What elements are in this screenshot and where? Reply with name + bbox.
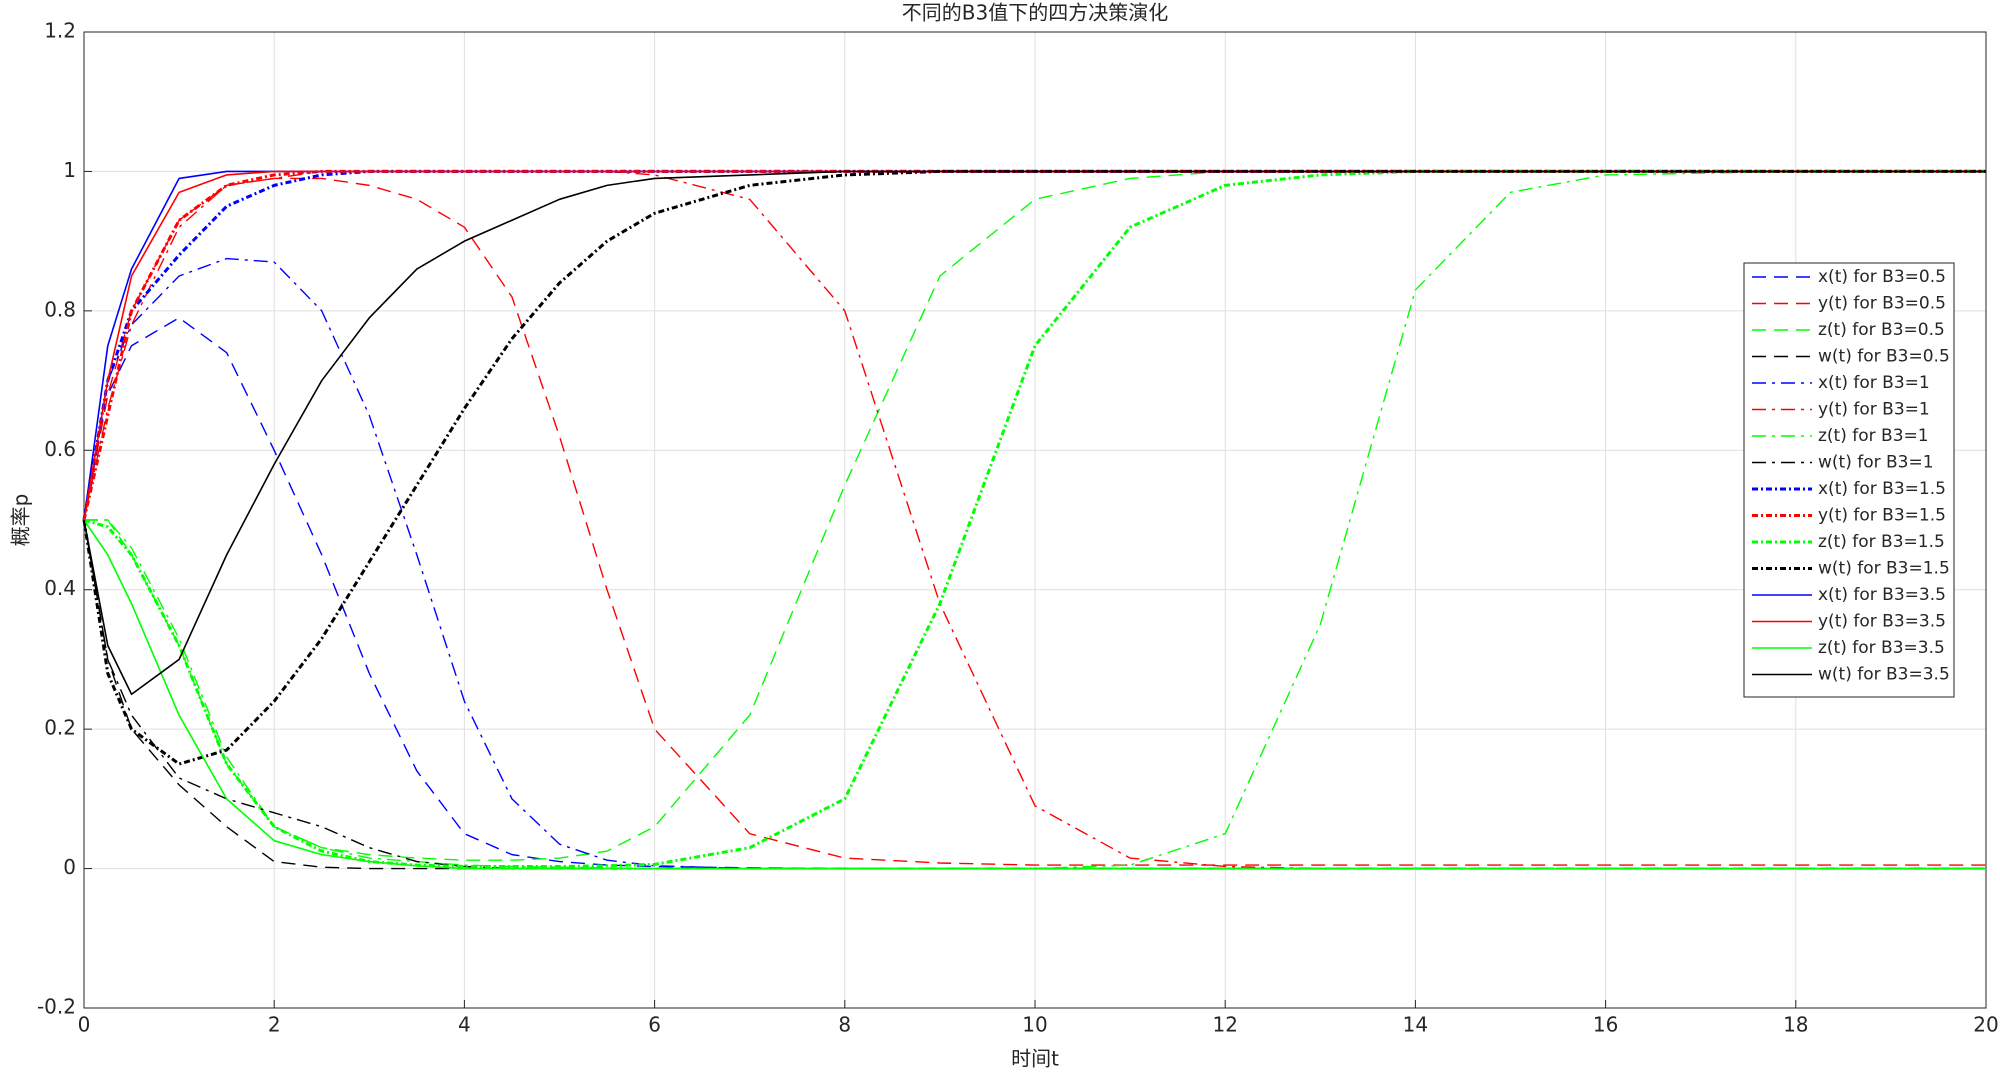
x-tick-label: 20	[1973, 1013, 1998, 1037]
y-tick-label: 0.2	[44, 716, 76, 740]
y-tick-label: 0.6	[44, 437, 76, 461]
y-tick-label: -0.2	[37, 995, 76, 1019]
legend-box	[1743, 262, 1955, 698]
x-tick-label: 18	[1783, 1013, 1808, 1037]
legend-label: w(t) for B3=1.5	[1818, 559, 1950, 579]
legend-label: y(t) for B3=1.5	[1818, 506, 1946, 526]
legend-label: x(t) for B3=0.5	[1818, 267, 1946, 287]
y-tick-label: 0	[63, 855, 76, 879]
legend-label: x(t) for B3=1.5	[1818, 479, 1946, 499]
legend-label: w(t) for B3=3.5	[1818, 665, 1950, 685]
series-line	[83, 519, 1986, 870]
series-line	[83, 317, 1986, 870]
x-tick-label: 6	[648, 1013, 661, 1037]
x-tick-label: 8	[838, 1013, 851, 1037]
series-line	[83, 257, 1986, 870]
x-tick-label: 14	[1403, 1013, 1428, 1037]
y-tick-label: 0.4	[44, 576, 76, 600]
legend-label: z(t) for B3=3.5	[1818, 638, 1945, 658]
x-tick-label: 0	[78, 1013, 91, 1037]
legend-label: x(t) for B3=1	[1818, 373, 1930, 393]
series-line	[83, 519, 1986, 870]
x-tick-label: 16	[1593, 1013, 1618, 1037]
legend-label: y(t) for B3=0.5	[1818, 294, 1946, 314]
y-tick-label: 0.8	[44, 297, 76, 321]
legend-label: w(t) for B3=1	[1818, 453, 1934, 473]
chart-title: 不同的B3值下的四方决策演化	[902, 1, 1168, 25]
x-tick-label: 2	[268, 1013, 281, 1037]
legend-label: z(t) for B3=1	[1818, 426, 1929, 446]
y-tick-label: 1.2	[44, 19, 76, 43]
legend-label: y(t) for B3=3.5	[1818, 612, 1946, 632]
legend-label: y(t) for B3=1	[1818, 400, 1930, 420]
x-tick-label: 12	[1212, 1013, 1237, 1037]
y-tick-label: 1	[63, 158, 76, 182]
series-line	[83, 170, 1986, 696]
legend-label: z(t) for B3=0.5	[1818, 320, 1945, 340]
x-tick-label: 4	[458, 1013, 471, 1037]
series-line	[83, 169, 1986, 868]
x-tick-label: 10	[1022, 1013, 1047, 1037]
legend-label: x(t) for B3=3.5	[1818, 585, 1946, 605]
legend-label: z(t) for B3=1.5	[1818, 532, 1945, 552]
legend-label: w(t) for B3=0.5	[1818, 347, 1950, 367]
x-axis-label: 时间t	[1011, 1047, 1059, 1071]
y-axis-label: 概率p	[9, 494, 33, 547]
